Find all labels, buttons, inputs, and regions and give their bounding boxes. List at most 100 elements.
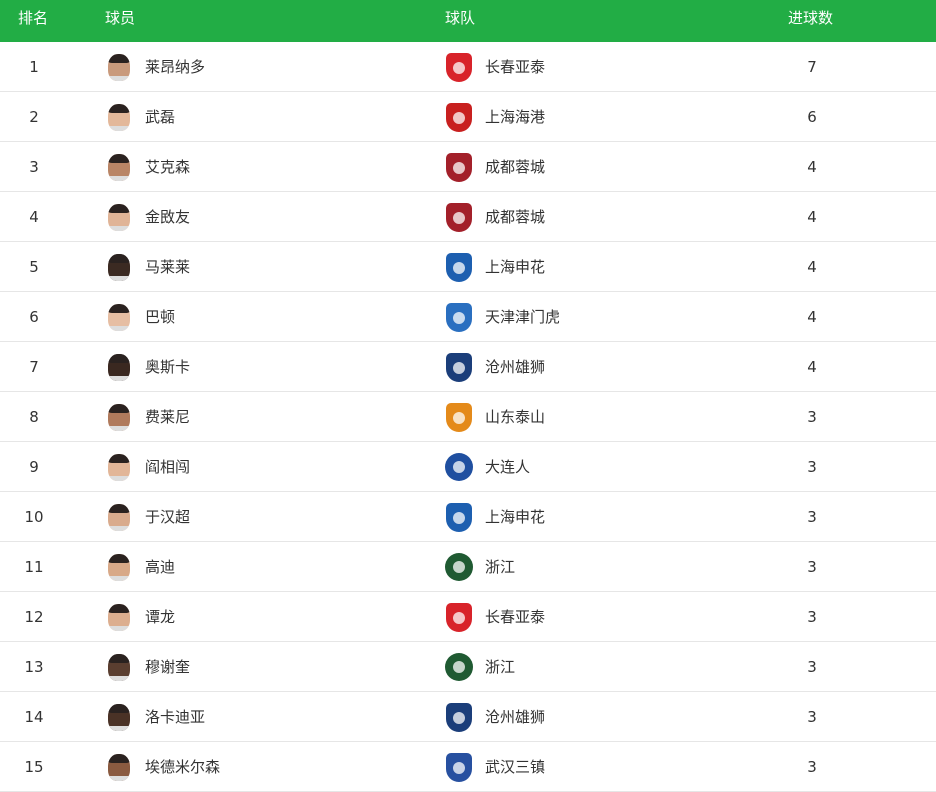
table-row[interactable]: 15 埃德米尔森 武汉三镇 3 [0,742,936,792]
chengdu-rongcheng-logo-icon [446,153,472,182]
table-row[interactable]: 3 艾克森 成都蓉城 4 [0,142,936,192]
team-name[interactable]: 上海海港 [485,108,546,126]
table-row[interactable]: 10 于汉超 上海申花 3 [0,492,936,542]
team-name[interactable]: 浙江 [485,558,516,576]
table-row[interactable]: 6 巴顿 天津津门虎 4 [0,292,936,342]
team-name[interactable]: 长春亚泰 [485,608,546,626]
player-avatar [108,604,130,631]
table-row[interactable]: 11 高迪 浙江 3 [0,542,936,592]
team-name[interactable]: 沧州雄狮 [485,358,546,376]
player-name[interactable]: 洛卡迪亚 [145,708,206,726]
player-name[interactable]: 阎相闯 [145,458,191,476]
player-name[interactable]: 巴顿 [145,308,176,326]
dalian-pro-logo-icon [445,453,473,481]
player-name[interactable]: 谭龙 [145,608,176,626]
header-rank: 排名 [18,9,49,27]
goals: 4 [807,158,817,176]
goals: 4 [807,208,817,226]
goals: 4 [807,308,817,326]
table-row[interactable]: 1 莱昂纳多 长春亚泰 7 [0,42,936,92]
player-avatar [108,654,130,681]
team-name[interactable]: 成都蓉城 [485,208,546,226]
team-name[interactable]: 天津津门虎 [485,308,561,326]
rank: 6 [29,308,39,326]
player-name[interactable]: 埃德米尔森 [145,758,221,776]
zhejiang-logo-icon [445,553,473,581]
player-avatar [108,554,130,581]
team-name[interactable]: 沧州雄狮 [485,708,546,726]
team-name[interactable]: 浙江 [485,658,516,676]
table-row[interactable]: 2 武磊 上海海港 6 [0,92,936,142]
rank: 9 [29,458,39,476]
table-row[interactable]: 9 阎相闯 大连人 3 [0,442,936,492]
team-name[interactable]: 山东泰山 [485,408,546,426]
team-name[interactable]: 长春亚泰 [485,58,546,76]
player-avatar [108,104,130,131]
team-name[interactable]: 上海申花 [485,508,546,526]
player-name[interactable]: 高迪 [145,558,176,576]
cangzhou-lions-logo-icon [446,703,472,732]
player-name[interactable]: 金敃友 [145,208,191,226]
rank: 4 [29,208,39,226]
table-row[interactable]: 12 谭龙 长春亚泰 3 [0,592,936,642]
shandong-taishan-logo-icon [446,403,472,432]
player-avatar [108,204,130,231]
goals: 3 [807,408,817,426]
table-row[interactable]: 13 穆谢奎 浙江 3 [0,642,936,692]
player-avatar [108,504,130,531]
player-avatar [108,154,130,181]
goals: 7 [807,58,817,76]
player-name[interactable]: 费莱尼 [145,408,191,426]
player-avatar [108,54,130,81]
table-row[interactable]: 14 洛卡迪亚 沧州雄狮 3 [0,692,936,742]
player-name[interactable]: 莱昂纳多 [145,58,206,76]
changchun-yatai-logo-icon [446,603,472,632]
rank: 1 [29,58,39,76]
wuhan-three-towns-logo-icon [446,753,472,782]
rank: 12 [24,608,44,626]
table-row[interactable]: 8 费莱尼 山东泰山 3 [0,392,936,442]
team-name[interactable]: 成都蓉城 [485,158,546,176]
goals: 3 [807,758,817,776]
header-player: 球员 [105,9,136,27]
player-avatar [108,304,130,331]
player-avatar [108,754,130,781]
player-name[interactable]: 马莱莱 [145,258,191,276]
zhejiang-logo-icon [445,653,473,681]
player-name[interactable]: 武磊 [145,108,176,126]
header-team: 球队 [445,9,476,27]
rank: 7 [29,358,39,376]
goals: 4 [807,258,817,276]
player-avatar [108,454,130,481]
player-name[interactable]: 艾克森 [145,158,191,176]
rank: 5 [29,258,39,276]
player-avatar [108,404,130,431]
team-name[interactable]: 武汉三镇 [485,758,546,776]
cangzhou-lions-logo-icon [446,353,472,382]
rank: 15 [24,758,44,776]
changchun-yatai-logo-icon [446,53,472,82]
goals: 4 [807,358,817,376]
rank: 11 [24,558,44,576]
table-row[interactable]: 7 奥斯卡 沧州雄狮 4 [0,342,936,392]
header-goals: 进球数 [788,9,834,27]
rank: 13 [24,658,44,676]
rank: 8 [29,408,39,426]
table-row[interactable]: 5 马莱莱 上海申花 4 [0,242,936,292]
team-name[interactable]: 上海申花 [485,258,546,276]
goals: 3 [807,558,817,576]
player-avatar [108,254,130,281]
shanghai-port-logo-icon [446,103,472,132]
player-name[interactable]: 穆谢奎 [145,658,191,676]
shanghai-shenhua-logo-icon [446,503,472,532]
goals: 3 [807,458,817,476]
player-avatar [108,704,130,731]
goals: 3 [807,658,817,676]
goals: 3 [807,608,817,626]
player-name[interactable]: 奥斯卡 [145,358,191,376]
goals: 3 [807,508,817,526]
team-name[interactable]: 大连人 [485,458,531,476]
player-name[interactable]: 于汉超 [145,508,191,526]
table-row[interactable]: 4 金敃友 成都蓉城 4 [0,192,936,242]
